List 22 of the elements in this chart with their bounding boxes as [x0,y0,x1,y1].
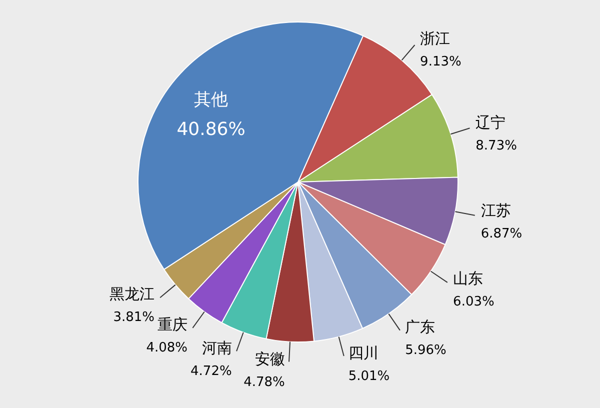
slice-label: 其他 [194,90,228,110]
data-label: 8.73% [476,138,517,154]
data-label: 40.86% [176,118,246,140]
data-label: 4.78% [244,374,285,390]
slice-label: 四川 [348,344,378,362]
data-label: 3.81% [113,310,155,325]
slice-label: 浙江 [420,29,450,48]
slice-label: 辽宁 [476,114,506,132]
data-label: 5.96% [405,342,446,358]
data-label: 6.87% [480,226,522,242]
slice-label: 广东 [405,318,436,336]
slice-label: 山东 [453,270,484,288]
data-label: 9.13% [420,54,462,70]
data-label: 4.08% [146,340,188,356]
data-label: 6.03% [453,294,494,310]
slice-label: 黑龙江 [110,284,155,303]
data-label: 4.72% [190,364,232,380]
data-label: 5.01% [348,368,390,384]
slice-label: 河南 [202,339,232,358]
slice-label: 重庆 [158,316,188,334]
slice-label: 安徽 [254,350,285,368]
slice-label: 江苏 [480,202,511,220]
